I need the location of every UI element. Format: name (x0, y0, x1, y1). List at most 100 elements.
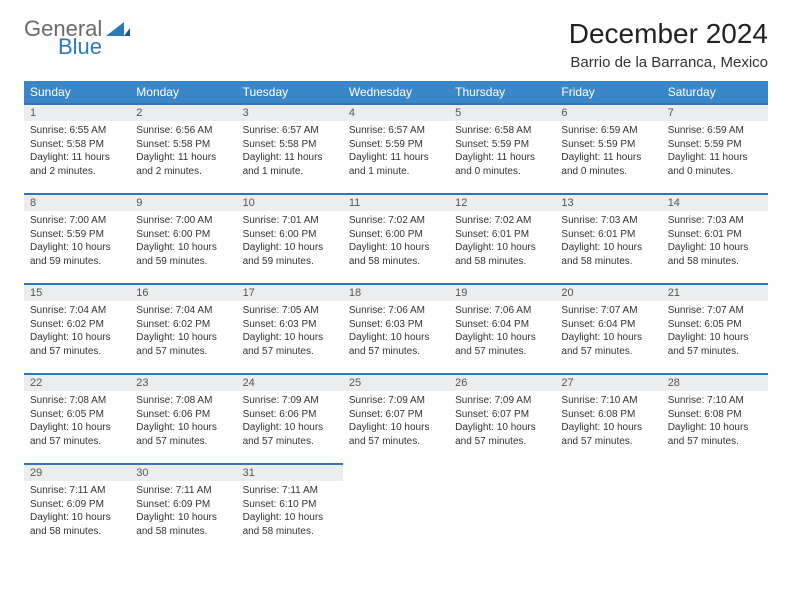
calendar-week-row: 22Sunrise: 7:08 AMSunset: 6:05 PMDayligh… (24, 374, 768, 464)
day-details: Sunrise: 6:57 AMSunset: 5:58 PMDaylight:… (237, 121, 343, 182)
calendar-cell: 20Sunrise: 7:07 AMSunset: 6:04 PMDayligh… (555, 284, 661, 374)
sunrise-text: Sunrise: 7:09 AM (349, 394, 443, 408)
day-details: Sunrise: 7:09 AMSunset: 6:07 PMDaylight:… (343, 391, 449, 452)
sunrise-text: Sunrise: 6:56 AM (136, 124, 230, 138)
sunset-text: Sunset: 6:10 PM (243, 498, 337, 512)
header: General Blue December 2024 Barrio de la … (24, 18, 768, 71)
day-details: Sunrise: 7:08 AMSunset: 6:06 PMDaylight:… (130, 391, 236, 452)
sunrise-text: Sunrise: 6:59 AM (668, 124, 762, 138)
sunrise-text: Sunrise: 7:11 AM (243, 484, 337, 498)
calendar-cell: 23Sunrise: 7:08 AMSunset: 6:06 PMDayligh… (130, 374, 236, 464)
sunrise-text: Sunrise: 6:57 AM (349, 124, 443, 138)
daylight-text: Daylight: 11 hours and 1 minute. (349, 151, 443, 178)
daylight-text: Daylight: 11 hours and 0 minutes. (668, 151, 762, 178)
sunrise-text: Sunrise: 7:06 AM (349, 304, 443, 318)
daylight-text: Daylight: 10 hours and 57 minutes. (455, 421, 549, 448)
day-details: Sunrise: 7:09 AMSunset: 6:07 PMDaylight:… (449, 391, 555, 452)
sunset-text: Sunset: 5:59 PM (455, 138, 549, 152)
sunset-text: Sunset: 5:59 PM (349, 138, 443, 152)
calendar-cell: 27Sunrise: 7:10 AMSunset: 6:08 PMDayligh… (555, 374, 661, 464)
day-details: Sunrise: 7:04 AMSunset: 6:02 PMDaylight:… (24, 301, 130, 362)
calendar-cell: 1Sunrise: 6:55 AMSunset: 5:58 PMDaylight… (24, 104, 130, 194)
sunset-text: Sunset: 6:05 PM (30, 408, 124, 422)
calendar-cell: 28Sunrise: 7:10 AMSunset: 6:08 PMDayligh… (662, 374, 768, 464)
calendar-cell: 14Sunrise: 7:03 AMSunset: 6:01 PMDayligh… (662, 194, 768, 284)
daylight-text: Daylight: 10 hours and 57 minutes. (668, 331, 762, 358)
calendar-cell: 29Sunrise: 7:11 AMSunset: 6:09 PMDayligh… (24, 464, 130, 554)
calendar-cell: 22Sunrise: 7:08 AMSunset: 6:05 PMDayligh… (24, 374, 130, 464)
day-number: 6 (555, 105, 661, 121)
sunset-text: Sunset: 5:59 PM (30, 228, 124, 242)
sunset-text: Sunset: 5:58 PM (30, 138, 124, 152)
sunrise-text: Sunrise: 7:08 AM (136, 394, 230, 408)
calendar-cell: 7Sunrise: 6:59 AMSunset: 5:59 PMDaylight… (662, 104, 768, 194)
daylight-text: Daylight: 10 hours and 57 minutes. (455, 331, 549, 358)
sunrise-text: Sunrise: 7:00 AM (30, 214, 124, 228)
daylight-text: Daylight: 11 hours and 2 minutes. (30, 151, 124, 178)
sunset-text: Sunset: 5:58 PM (136, 138, 230, 152)
col-monday: Monday (130, 81, 236, 104)
daylight-text: Daylight: 10 hours and 57 minutes. (136, 421, 230, 448)
daylight-text: Daylight: 10 hours and 57 minutes. (243, 421, 337, 448)
calendar-week-row: 29Sunrise: 7:11 AMSunset: 6:09 PMDayligh… (24, 464, 768, 554)
daylight-text: Daylight: 10 hours and 57 minutes. (561, 421, 655, 448)
daylight-text: Daylight: 10 hours and 58 minutes. (668, 241, 762, 268)
sunset-text: Sunset: 6:08 PM (561, 408, 655, 422)
day-number: 1 (24, 105, 130, 121)
sunset-text: Sunset: 6:00 PM (349, 228, 443, 242)
daylight-text: Daylight: 10 hours and 57 minutes. (668, 421, 762, 448)
day-details: Sunrise: 6:57 AMSunset: 5:59 PMDaylight:… (343, 121, 449, 182)
sunrise-text: Sunrise: 7:07 AM (561, 304, 655, 318)
daylight-text: Daylight: 10 hours and 57 minutes. (30, 421, 124, 448)
daylight-text: Daylight: 10 hours and 57 minutes. (243, 331, 337, 358)
daylight-text: Daylight: 11 hours and 0 minutes. (561, 151, 655, 178)
sunset-text: Sunset: 6:06 PM (243, 408, 337, 422)
calendar-cell: 13Sunrise: 7:03 AMSunset: 6:01 PMDayligh… (555, 194, 661, 284)
day-details: Sunrise: 6:59 AMSunset: 5:59 PMDaylight:… (662, 121, 768, 182)
day-number: 24 (237, 375, 343, 391)
sunset-text: Sunset: 6:08 PM (668, 408, 762, 422)
sunset-text: Sunset: 6:03 PM (349, 318, 443, 332)
day-number: 17 (237, 285, 343, 301)
calendar-cell: 26Sunrise: 7:09 AMSunset: 6:07 PMDayligh… (449, 374, 555, 464)
day-details: Sunrise: 7:11 AMSunset: 6:10 PMDaylight:… (237, 481, 343, 542)
logo: General Blue (24, 18, 130, 58)
calendar-cell (662, 464, 768, 554)
sunset-text: Sunset: 5:59 PM (561, 138, 655, 152)
daylight-text: Daylight: 10 hours and 58 minutes. (349, 241, 443, 268)
day-number: 28 (662, 375, 768, 391)
sunrise-text: Sunrise: 6:59 AM (561, 124, 655, 138)
calendar-cell: 24Sunrise: 7:09 AMSunset: 6:06 PMDayligh… (237, 374, 343, 464)
calendar-header-row: Sunday Monday Tuesday Wednesday Thursday… (24, 81, 768, 104)
day-details: Sunrise: 7:06 AMSunset: 6:04 PMDaylight:… (449, 301, 555, 362)
day-details: Sunrise: 7:07 AMSunset: 6:05 PMDaylight:… (662, 301, 768, 362)
sunset-text: Sunset: 5:58 PM (243, 138, 337, 152)
sunset-text: Sunset: 6:06 PM (136, 408, 230, 422)
day-number: 25 (343, 375, 449, 391)
location-label: Barrio de la Barranca, Mexico (569, 54, 768, 71)
calendar-cell: 3Sunrise: 6:57 AMSunset: 5:58 PMDaylight… (237, 104, 343, 194)
day-details: Sunrise: 7:07 AMSunset: 6:04 PMDaylight:… (555, 301, 661, 362)
sunset-text: Sunset: 6:04 PM (455, 318, 549, 332)
col-friday: Friday (555, 81, 661, 104)
daylight-text: Daylight: 11 hours and 1 minute. (243, 151, 337, 178)
calendar-cell: 31Sunrise: 7:11 AMSunset: 6:10 PMDayligh… (237, 464, 343, 554)
day-details: Sunrise: 7:03 AMSunset: 6:01 PMDaylight:… (662, 211, 768, 272)
sunrise-text: Sunrise: 7:02 AM (349, 214, 443, 228)
day-details: Sunrise: 7:08 AMSunset: 6:05 PMDaylight:… (24, 391, 130, 452)
day-details: Sunrise: 7:05 AMSunset: 6:03 PMDaylight:… (237, 301, 343, 362)
calendar-cell: 4Sunrise: 6:57 AMSunset: 5:59 PMDaylight… (343, 104, 449, 194)
day-details: Sunrise: 7:03 AMSunset: 6:01 PMDaylight:… (555, 211, 661, 272)
calendar-cell: 11Sunrise: 7:02 AMSunset: 6:00 PMDayligh… (343, 194, 449, 284)
daylight-text: Daylight: 10 hours and 58 minutes. (30, 511, 124, 538)
calendar-cell: 9Sunrise: 7:00 AMSunset: 6:00 PMDaylight… (130, 194, 236, 284)
daylight-text: Daylight: 10 hours and 58 minutes. (561, 241, 655, 268)
day-number: 8 (24, 195, 130, 211)
col-sunday: Sunday (24, 81, 130, 104)
sunset-text: Sunset: 6:01 PM (455, 228, 549, 242)
sunrise-text: Sunrise: 7:05 AM (243, 304, 337, 318)
day-details: Sunrise: 7:00 AMSunset: 6:00 PMDaylight:… (130, 211, 236, 272)
day-number: 30 (130, 465, 236, 481)
day-number: 23 (130, 375, 236, 391)
day-details: Sunrise: 6:59 AMSunset: 5:59 PMDaylight:… (555, 121, 661, 182)
